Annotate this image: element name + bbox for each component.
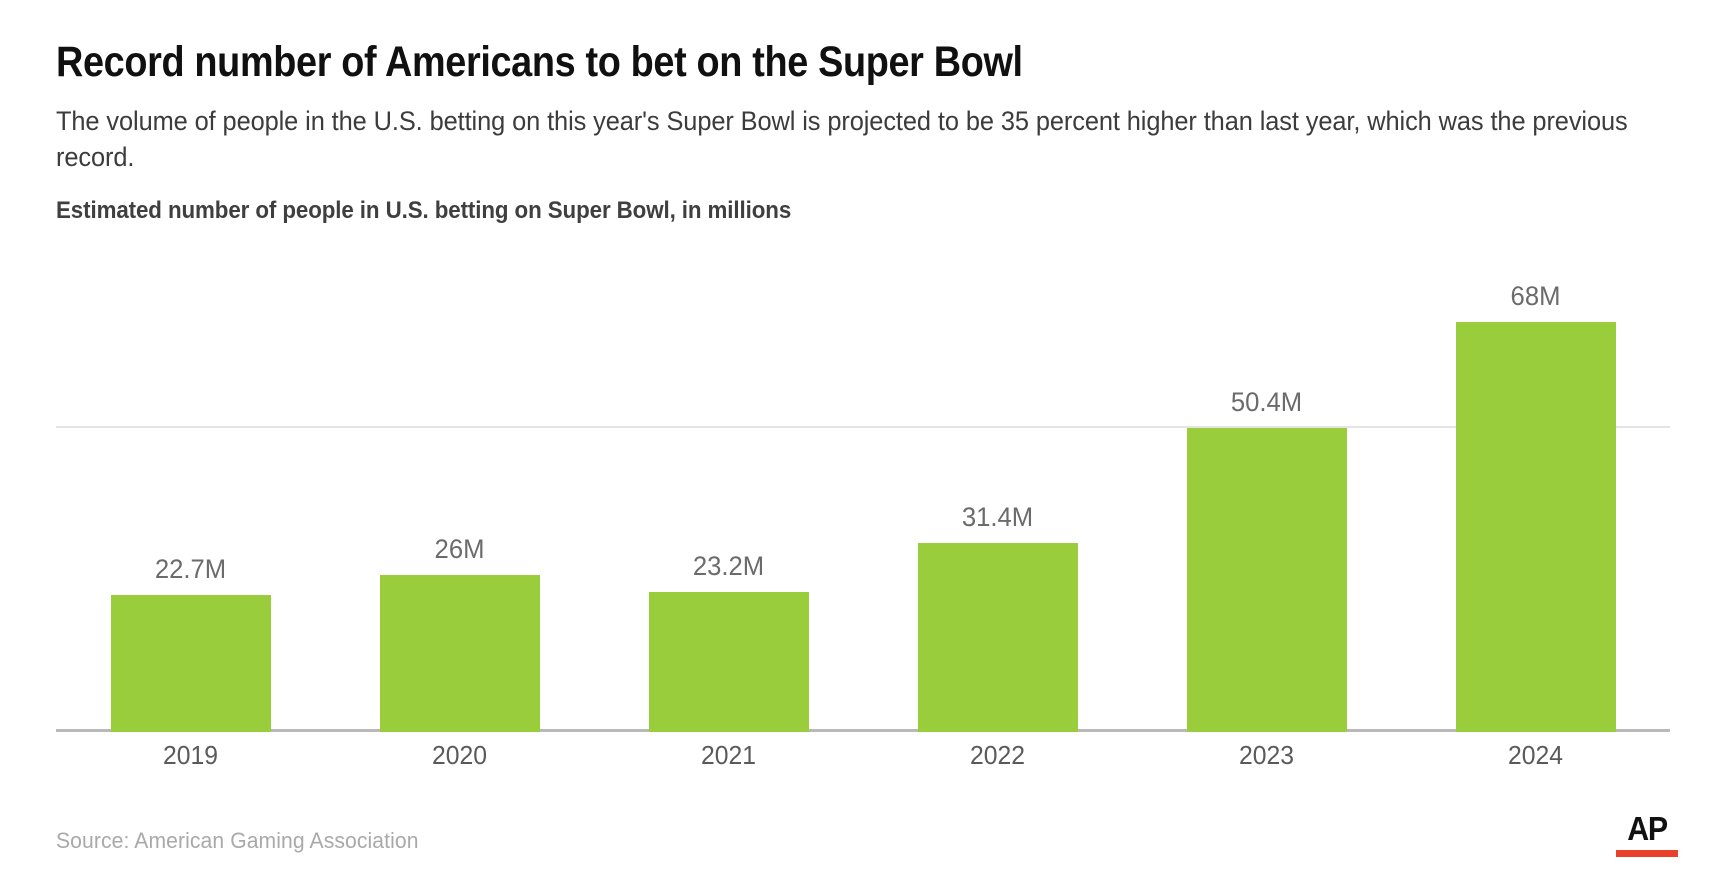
x-axis-tick-2020: 2020	[432, 740, 487, 770]
bar-group: 50.4M	[1132, 262, 1401, 732]
x-axis-tick-2021: 2021	[701, 740, 756, 770]
bar	[1186, 428, 1347, 732]
chart-plot-area: 22.7M 26M 23.2M 31.4M 50.4M 68M	[56, 262, 1670, 732]
bar-group: 31.4M	[863, 262, 1132, 732]
bar-group: 22.7M	[56, 262, 325, 732]
x-axis-tick-2022: 2022	[970, 740, 1025, 770]
x-axis-tick-2023: 2023	[1239, 740, 1294, 770]
bar	[648, 592, 809, 732]
page-title: Record number of Americans to bet on the…	[56, 38, 1023, 86]
bar-group: 68M	[1401, 262, 1670, 732]
chart-measure-label: Estimated number of people in U.S. betti…	[56, 196, 792, 224]
gridline	[56, 426, 1670, 428]
bar-series: 22.7M 26M 23.2M 31.4M 50.4M 68M	[56, 262, 1670, 732]
x-axis-labels: 2019 2020 2021 2022 2023 2024	[56, 740, 1670, 771]
bar-group: 23.2M	[594, 262, 863, 732]
x-axis-tick-2024: 2024	[1508, 740, 1563, 770]
x-axis-baseline	[56, 729, 1670, 732]
bar-value-label: 31.4M	[961, 502, 1034, 532]
bar	[1455, 322, 1616, 732]
x-axis-tick-2019: 2019	[163, 740, 218, 770]
bar-value-label: 50.4M	[1230, 387, 1303, 417]
page-subtitle: The volume of people in the U.S. betting…	[56, 106, 1628, 173]
bar	[917, 543, 1078, 732]
bar-value-label: 23.2M	[692, 551, 765, 581]
bar	[110, 595, 271, 732]
source-note: Source: American Gaming Association	[56, 828, 419, 853]
bar-value-label: 22.7M	[154, 554, 227, 584]
bar	[379, 575, 540, 732]
ap-logo-accent-bar	[1616, 850, 1678, 857]
ap-logo-text: AP	[1627, 810, 1668, 847]
bar-value-label: 68M	[1510, 281, 1561, 311]
bar-group: 26M	[325, 262, 594, 732]
header-block: Record number of Americans to bet on the…	[56, 38, 1676, 225]
bar-value-label: 26M	[434, 534, 485, 564]
ap-logo: AP	[1616, 812, 1678, 857]
